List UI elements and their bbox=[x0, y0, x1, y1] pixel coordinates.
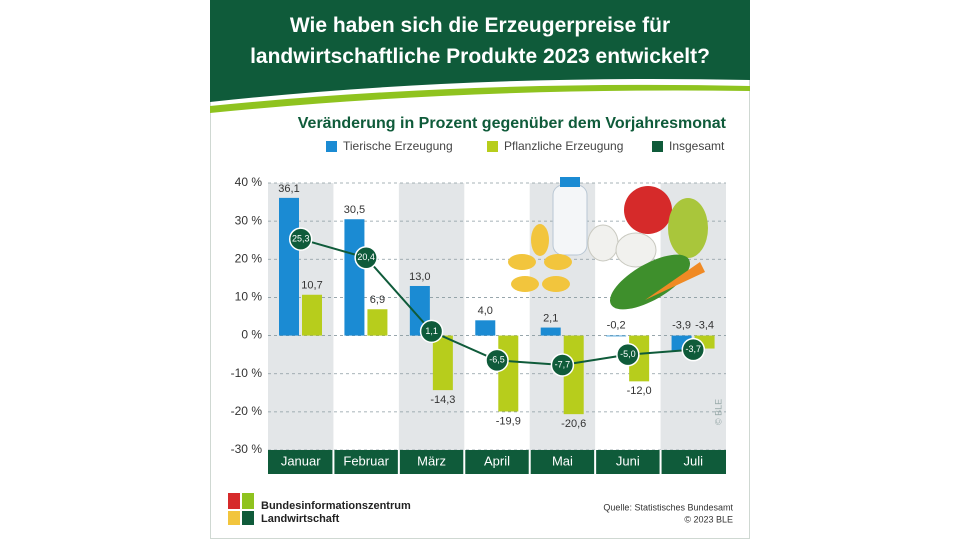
subtitle: Veränderung in Prozent gegenüber dem Vor… bbox=[298, 115, 727, 132]
header-swoosh bbox=[210, 84, 750, 113]
legend-swatch bbox=[652, 141, 663, 152]
value-label: -3,7 bbox=[686, 344, 702, 354]
y-tick-label: 30 % bbox=[235, 213, 263, 227]
line-marker bbox=[288, 227, 313, 251]
value-label: -12,0 bbox=[627, 385, 652, 397]
bar bbox=[498, 335, 519, 412]
legend-label: Pflanzliche Erzeugung bbox=[504, 139, 623, 153]
value-label: 20,4 bbox=[357, 252, 375, 262]
y-tick-label: 0 % bbox=[241, 328, 262, 342]
y-tick-label: -10 % bbox=[231, 366, 263, 380]
value-label: -0,2 bbox=[607, 319, 626, 331]
value-label: 10,7 bbox=[301, 280, 322, 292]
line-marker bbox=[616, 342, 640, 367]
x-tick-label: Mai bbox=[552, 453, 573, 468]
x-tick-label: Juni bbox=[616, 453, 640, 468]
legend-swatch bbox=[326, 141, 337, 152]
logo bbox=[228, 493, 254, 525]
value-label: -3,4 bbox=[695, 319, 714, 331]
value-label: 13,0 bbox=[409, 271, 430, 283]
y-tick-label: 10 % bbox=[235, 290, 263, 304]
line-marker bbox=[681, 337, 706, 362]
source: Quelle: Statistisches Bundesamt bbox=[603, 502, 733, 512]
bar bbox=[367, 309, 388, 336]
value-label: 4,0 bbox=[478, 305, 493, 317]
category-band bbox=[398, 183, 465, 450]
y-tick-label: -30 % bbox=[231, 442, 263, 456]
bar bbox=[344, 219, 365, 336]
x-tick-label: Januar bbox=[281, 453, 321, 468]
copyright: © 2023 BLE bbox=[684, 514, 733, 524]
value-label: 6,9 bbox=[370, 294, 385, 306]
value-label: 36,1 bbox=[278, 183, 299, 195]
value-label: 30,5 bbox=[344, 204, 365, 216]
value-label: 1,1 bbox=[425, 326, 438, 336]
chart-title: Wie haben sich die Erzeugerpreise für la… bbox=[250, 14, 710, 68]
publisher: Bundesinformationszentrum bbox=[261, 500, 411, 512]
bar bbox=[302, 294, 322, 336]
publisher: Landwirtschaft bbox=[261, 513, 340, 525]
legend-swatch bbox=[487, 141, 498, 152]
category-band bbox=[268, 183, 334, 450]
line-marker bbox=[354, 246, 378, 270]
x-tick-label: April bbox=[484, 453, 510, 468]
bar bbox=[432, 335, 453, 391]
value-label: -20,6 bbox=[561, 418, 586, 430]
y-tick-label: 20 % bbox=[235, 251, 263, 265]
watermark: © BLE bbox=[713, 399, 723, 425]
value-label: 2,1 bbox=[543, 312, 558, 324]
value-label: -6,5 bbox=[489, 355, 505, 365]
value-label: -3,9 bbox=[672, 319, 691, 331]
value-label: -7,7 bbox=[555, 359, 571, 369]
x-tick-label: März bbox=[417, 453, 446, 468]
line-marker bbox=[550, 353, 575, 377]
x-tick-label: Juli bbox=[684, 453, 704, 468]
y-tick-label: 40 % bbox=[235, 175, 263, 189]
value-label: -14,3 bbox=[430, 394, 455, 406]
bar bbox=[475, 320, 496, 336]
food-illustration bbox=[508, 177, 708, 310]
header-band bbox=[210, 0, 750, 102]
bar bbox=[606, 335, 627, 337]
value-label: -19,9 bbox=[496, 415, 521, 427]
legend-label: Tierische Erzeugung bbox=[343, 139, 453, 153]
legend-label: Insgesamt bbox=[669, 139, 725, 153]
x-tick-label: Februar bbox=[343, 453, 389, 468]
bar bbox=[279, 197, 299, 336]
line-marker bbox=[419, 319, 444, 344]
y-tick-label: -20 % bbox=[231, 404, 263, 418]
category-axis bbox=[268, 450, 726, 474]
value-label: -5,0 bbox=[620, 349, 636, 359]
line-marker bbox=[485, 348, 509, 373]
value-label: 25,3 bbox=[292, 233, 310, 243]
bar bbox=[540, 327, 561, 336]
chart: -30 % -20 % -10 % 0 % 10 % 20 % 30 % 40 % Tieris… bbox=[231, 139, 726, 474]
